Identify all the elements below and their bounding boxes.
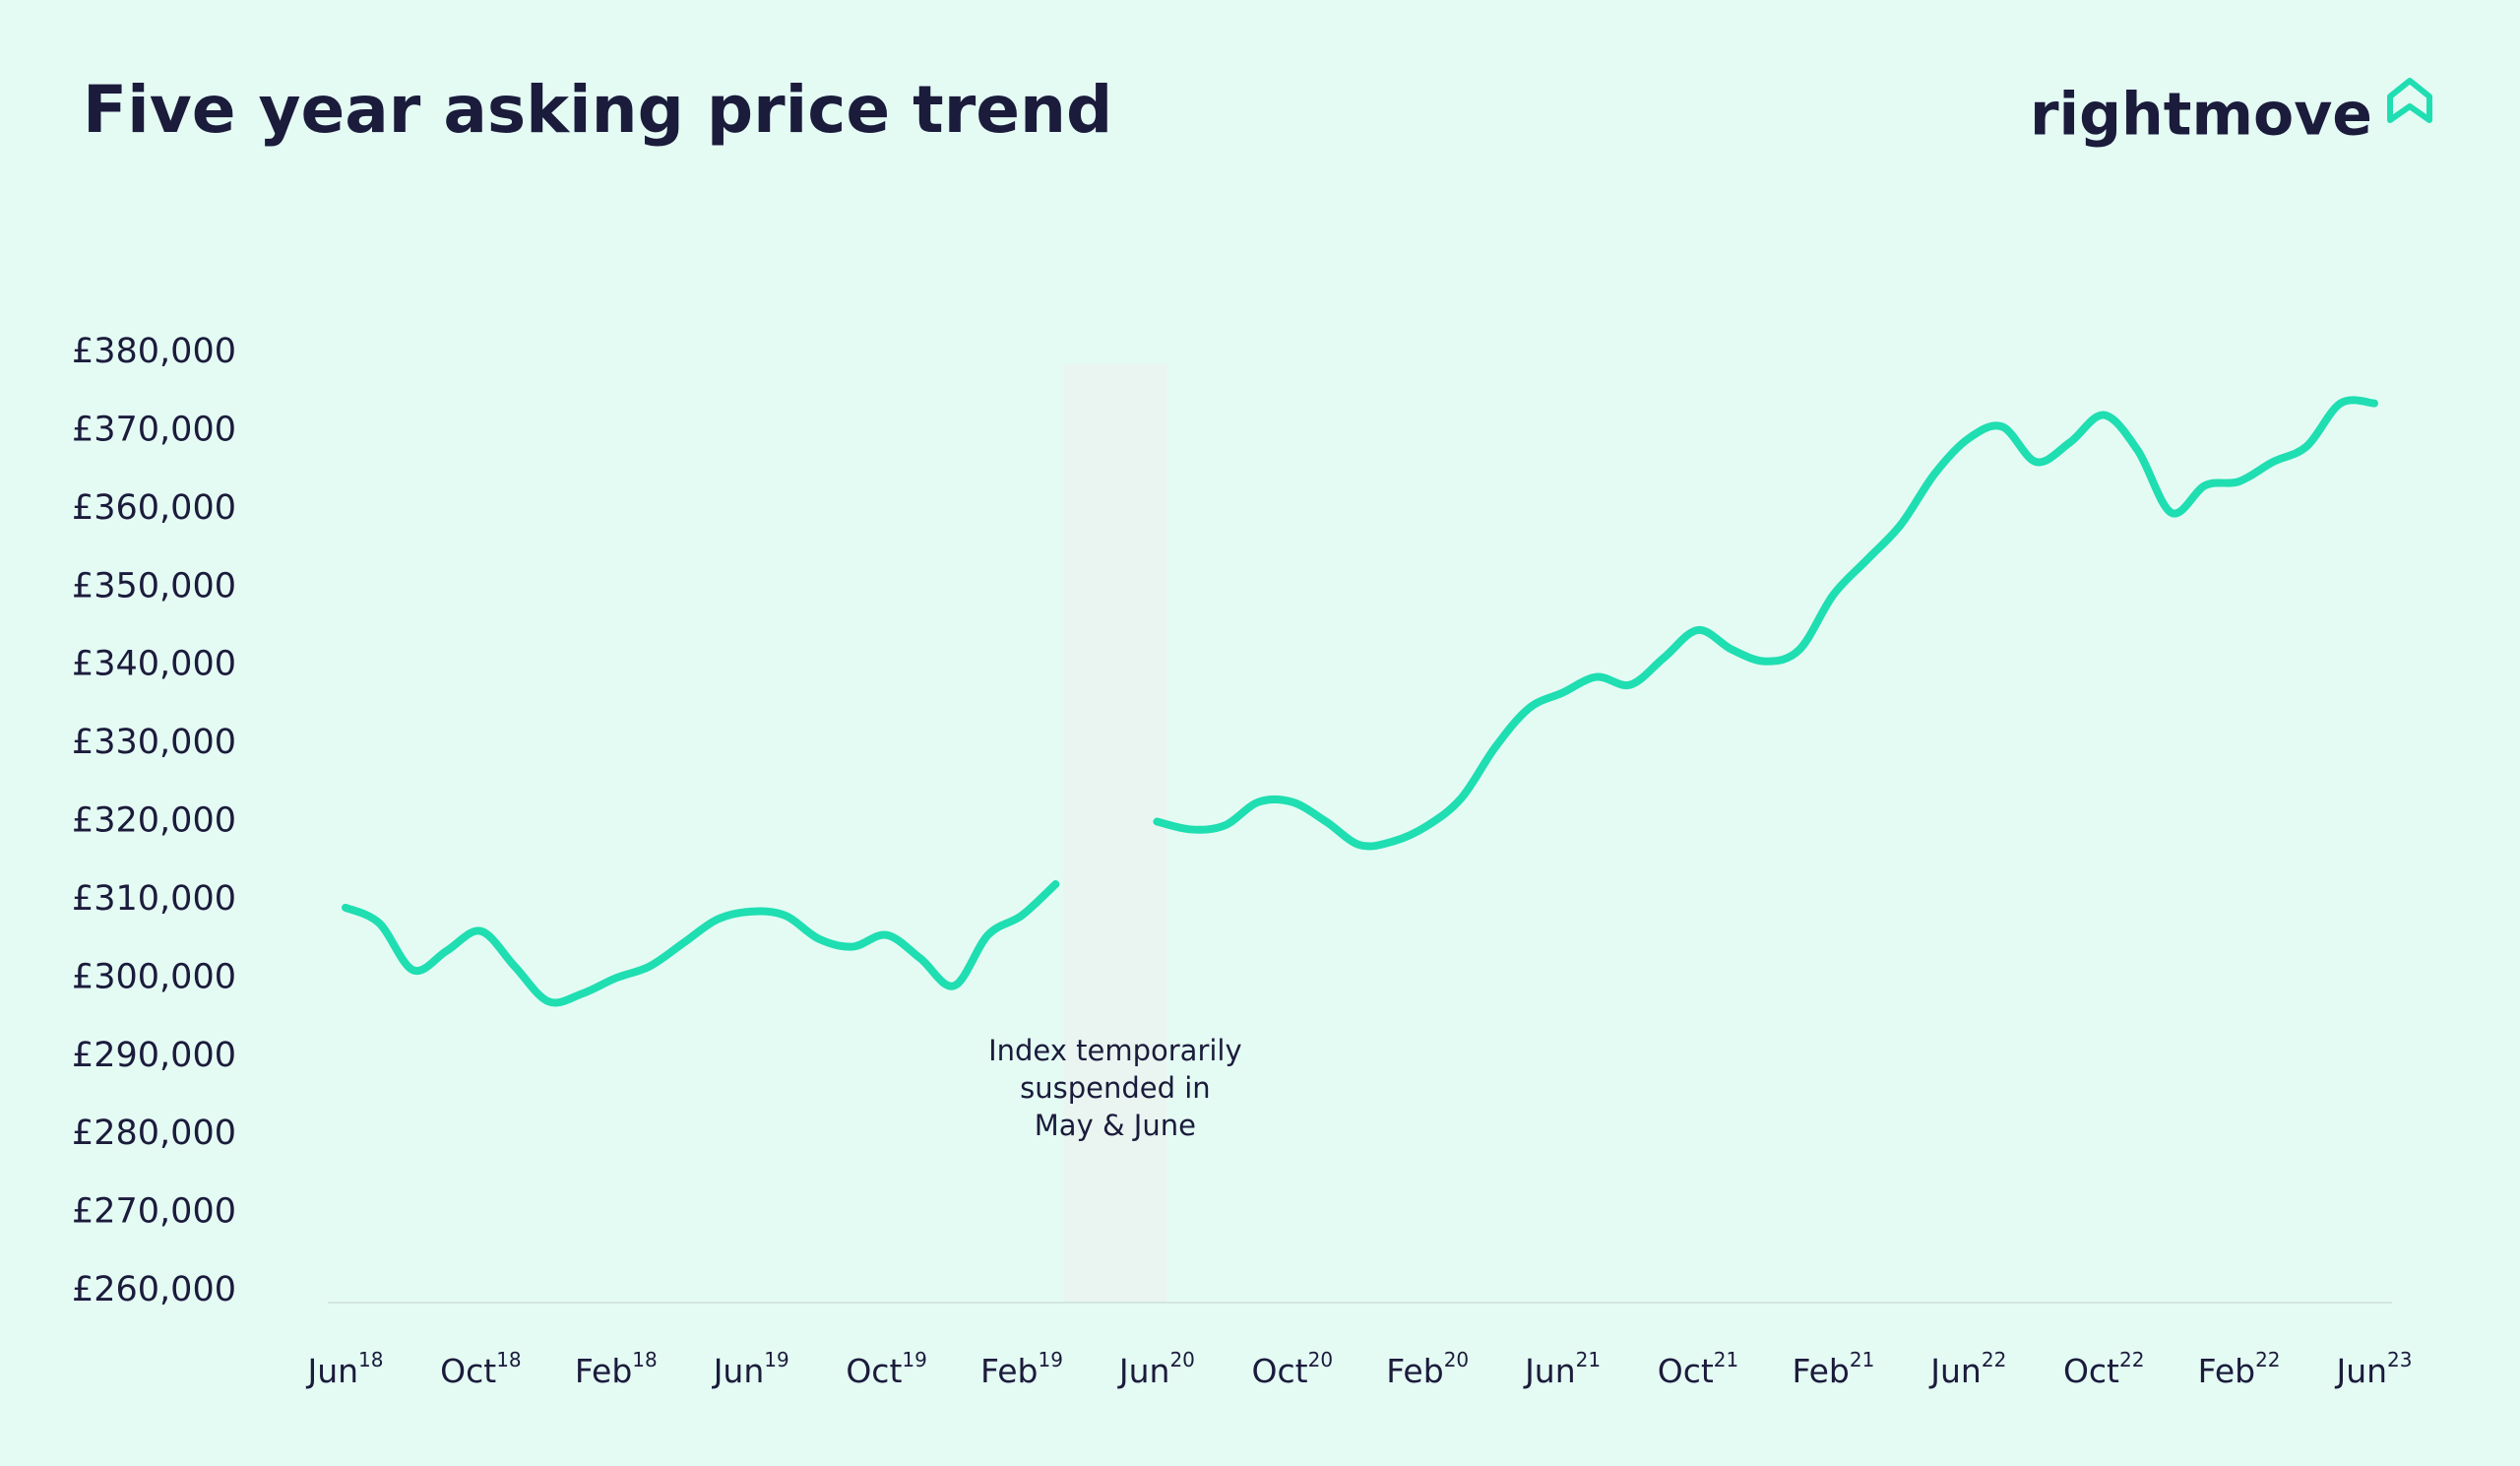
x-tick-label: Jun21 bbox=[1523, 1348, 1601, 1390]
y-tick-label: £320,000 bbox=[72, 801, 236, 841]
annotation-text: Index temporarily bbox=[988, 1034, 1242, 1067]
x-tick-month: Jun bbox=[712, 1352, 765, 1390]
x-tick-month: Jun bbox=[1523, 1352, 1576, 1390]
x-tick-label: Feb18 bbox=[575, 1348, 658, 1390]
x-tick-year: 21 bbox=[1714, 1348, 1738, 1371]
chart-title: Five year asking price trend bbox=[83, 72, 1112, 148]
y-tick-label: £290,000 bbox=[72, 1036, 236, 1075]
y-tick-label: £350,000 bbox=[72, 566, 236, 606]
x-tick-label: Oct20 bbox=[1252, 1348, 1334, 1390]
y-tick-label: £310,000 bbox=[72, 879, 236, 919]
x-tick-year: 21 bbox=[1576, 1348, 1601, 1371]
x-tick-year: 19 bbox=[764, 1348, 788, 1371]
x-tick-month: Feb bbox=[980, 1352, 1038, 1390]
brand-logo: rightmove bbox=[2030, 81, 2372, 150]
y-tick-label: £300,000 bbox=[72, 957, 236, 996]
annotation-text: May & June bbox=[1035, 1109, 1196, 1142]
y-tick-label: £370,000 bbox=[72, 410, 236, 449]
x-tick-year: 18 bbox=[358, 1348, 383, 1371]
x-tick-year: 22 bbox=[2255, 1348, 2280, 1371]
x-tick-month: Jun bbox=[2334, 1352, 2387, 1390]
x-tick-label: Feb20 bbox=[1386, 1348, 1469, 1390]
x-tick-label: Feb22 bbox=[2198, 1348, 2281, 1390]
y-tick-label: £360,000 bbox=[72, 488, 236, 528]
x-tick-month: Feb bbox=[1386, 1352, 1443, 1390]
brand-icon bbox=[2387, 78, 2432, 123]
x-tick-year: 19 bbox=[1038, 1348, 1062, 1371]
x-tick-year: 19 bbox=[902, 1348, 926, 1371]
x-tick-year: 23 bbox=[2387, 1348, 2412, 1371]
x-tick-month: Jun bbox=[1117, 1352, 1170, 1390]
x-tick-year: 20 bbox=[1308, 1348, 1333, 1371]
x-tick-month: Oct bbox=[846, 1352, 902, 1390]
x-tick-label: Oct22 bbox=[2063, 1348, 2145, 1390]
x-tick-label: Jun18 bbox=[305, 1348, 383, 1390]
x-tick-month: Oct bbox=[2063, 1352, 2119, 1390]
x-tick-label: Jun19 bbox=[712, 1348, 789, 1390]
x-tick-month: Feb bbox=[2198, 1352, 2255, 1390]
x-tick-year: 18 bbox=[496, 1348, 521, 1371]
y-tick-label: £380,000 bbox=[72, 332, 236, 371]
x-tick-month: Feb bbox=[575, 1352, 632, 1390]
suspension-band bbox=[1063, 364, 1167, 1303]
price-line bbox=[342, 396, 2378, 1007]
x-tick-month: Jun bbox=[1928, 1352, 1982, 1390]
x-tick-month: Oct bbox=[1252, 1352, 1308, 1390]
x-tick-month: Jun bbox=[305, 1352, 358, 1390]
x-tick-label: Oct19 bbox=[846, 1348, 927, 1390]
x-tick-label: Jun22 bbox=[1928, 1348, 2006, 1390]
annotation-text: suspended in bbox=[1020, 1071, 1211, 1105]
annotation: Index temporarily suspended in May & June bbox=[988, 364, 1242, 1303]
x-tick-year: 20 bbox=[1169, 1348, 1194, 1371]
x-tick-month: Oct bbox=[1658, 1352, 1714, 1390]
x-tick-year: 21 bbox=[1850, 1348, 1874, 1371]
y-tick-label: £260,000 bbox=[72, 1270, 236, 1309]
x-tick-month: Feb bbox=[1792, 1352, 1849, 1390]
x-tick-label: Jun23 bbox=[2334, 1348, 2412, 1390]
x-tick-label: Jun20 bbox=[1117, 1348, 1195, 1390]
x-tick-label: Feb21 bbox=[1792, 1348, 1874, 1390]
x-tick-label: Feb19 bbox=[980, 1348, 1063, 1390]
x-tick-month: Oct bbox=[440, 1352, 496, 1390]
x-tick-label: Oct21 bbox=[1658, 1348, 1739, 1390]
y-tick-label: £270,000 bbox=[72, 1192, 236, 1232]
y-tick-label: £280,000 bbox=[72, 1114, 236, 1153]
x-tick-label: Oct18 bbox=[440, 1348, 522, 1390]
x-tick-year: 20 bbox=[1444, 1348, 1469, 1371]
x-tick-year: 22 bbox=[1982, 1348, 2006, 1371]
y-tick-label: £330,000 bbox=[72, 723, 236, 762]
y-tick-label: £340,000 bbox=[72, 645, 236, 684]
x-tick-year: 18 bbox=[632, 1348, 657, 1371]
x-tick-year: 22 bbox=[2119, 1348, 2144, 1371]
